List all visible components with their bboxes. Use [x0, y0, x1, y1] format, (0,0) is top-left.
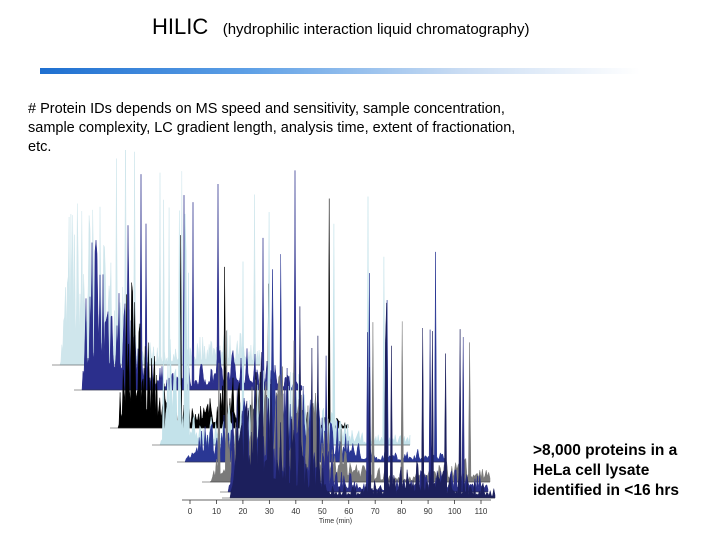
chromatogram-traces [52, 150, 496, 499]
chromatogram-trace-8 [229, 302, 496, 499]
x-tick-label: 70 [371, 507, 380, 516]
x-axis: 0 10 20 30 40 50 60 70 80 90 100 110 Time (min) [182, 499, 491, 525]
x-tick-label: 90 [424, 507, 433, 516]
slide-title: HILIC (hydrophilic interaction liquid ch… [152, 14, 530, 40]
title-main: HILIC [152, 14, 209, 39]
x-tick-label: 20 [238, 507, 247, 516]
chromatogram-stack: 0 10 20 30 40 50 60 70 80 90 100 110 Time (min) [52, 150, 496, 525]
chromatogram-trace-1 [59, 150, 261, 366]
x-tick-label: 30 [265, 507, 274, 516]
x-tick-label: 80 [397, 507, 406, 516]
title-underline-bar [40, 68, 640, 74]
title-subtitle: (hydrophilic interaction liquid chromato… [222, 21, 530, 38]
x-tick-label: 60 [344, 507, 353, 516]
chromatogram-trace-3 [117, 198, 349, 429]
x-tick-label: 0 [188, 507, 193, 516]
chromatogram-trace-2 [81, 170, 303, 391]
protein-id-note: # Protein IDs depends on MS speed and se… [28, 101, 516, 155]
x-axis-label: Time (min) [319, 518, 352, 525]
result-callout: >8,000 proteins in a HeLa cell lysate id… [533, 442, 679, 499]
x-tick-label: 110 [475, 507, 488, 516]
x-tick-label: 100 [448, 507, 462, 516]
x-tick-label: 10 [212, 507, 221, 516]
x-tick-label: 50 [318, 507, 327, 516]
x-tick-label: 40 [291, 507, 300, 516]
